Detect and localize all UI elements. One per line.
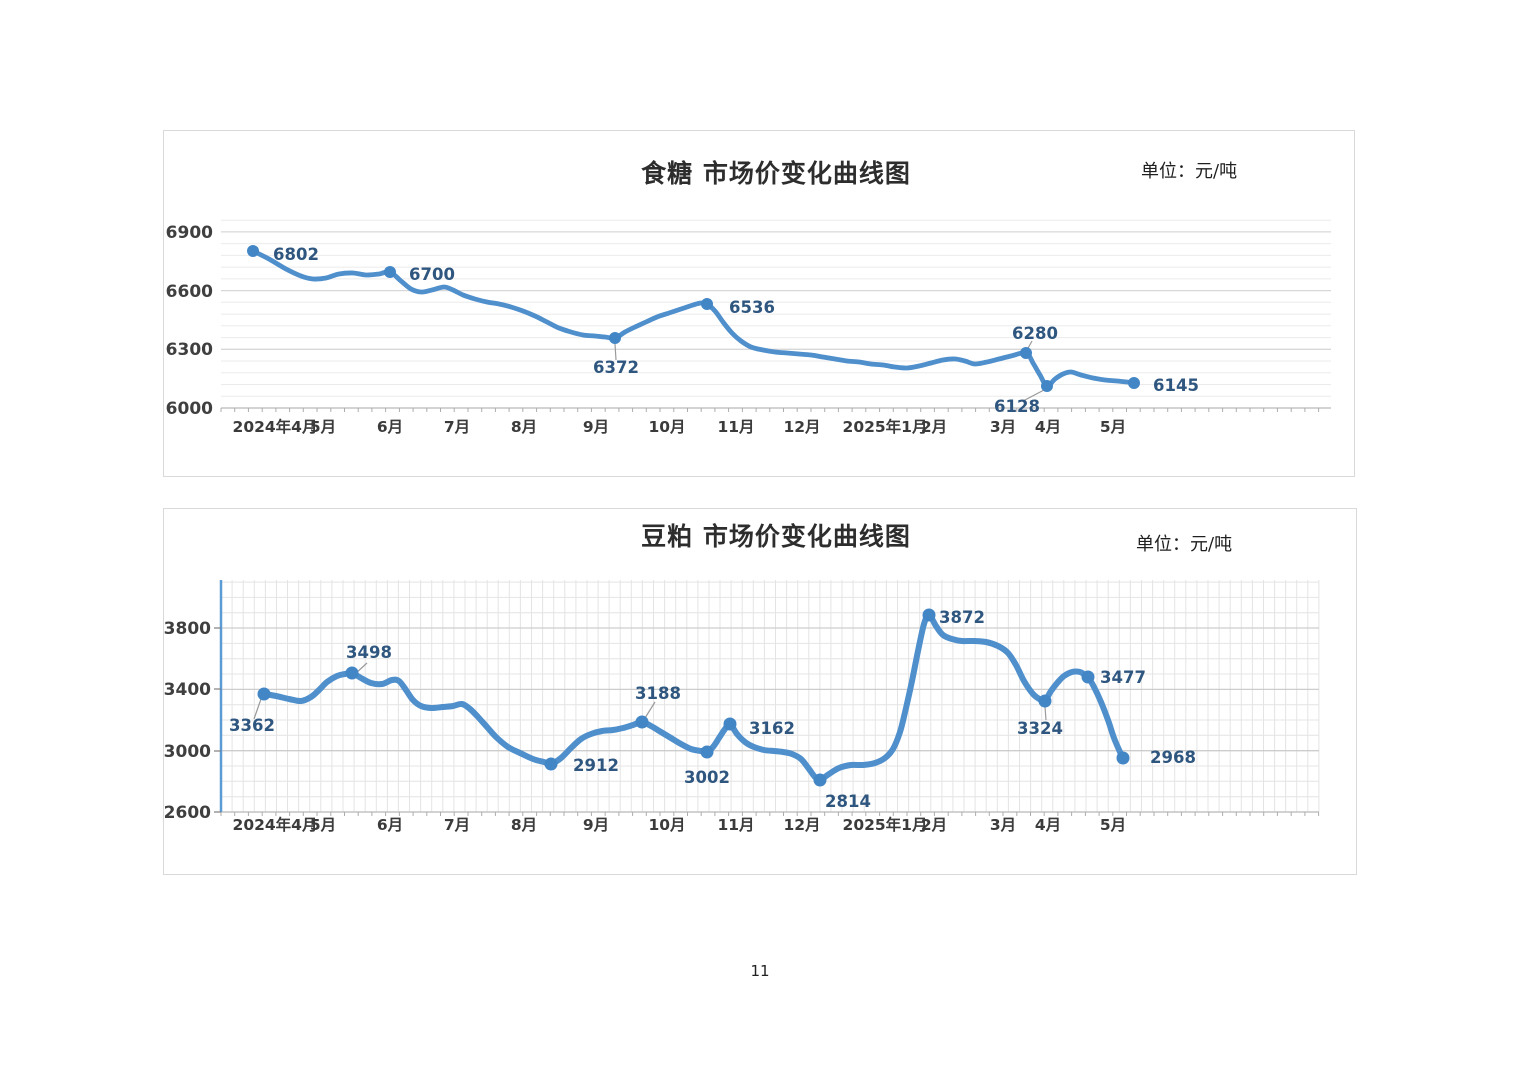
data-point-marker [700,745,714,759]
x-tick-label: 2025年1月 [843,815,928,834]
gridlines [221,219,1331,409]
data-point-label: 6128 [994,397,1040,416]
data-point-marker [1081,670,1095,684]
unit-label: 单位：元/吨 [1141,161,1237,182]
x-tick-label: 2025年1月 [843,417,928,436]
x-tick-label: 2月 [921,816,947,834]
data-point-marker [544,757,558,771]
x-tick-label: 10月 [648,418,685,436]
y-tick-label: 3400 [164,680,211,700]
data-point-label: 3498 [346,643,392,662]
x-tick-label: 8月 [511,418,537,436]
x-tick-label: 2024年4月 [233,815,318,834]
x-tick-label: 5月 [310,418,336,436]
data-point-label: 6802 [273,245,319,264]
data-point-label: 3872 [939,608,985,627]
data-point-marker [345,666,359,680]
x-axis [220,811,1320,816]
x-tick-label: 10月 [648,816,685,834]
chart-title: 食糖 市场价变化曲线图 [641,159,911,188]
x-tick-label: 8月 [511,816,537,834]
data-point-marker [922,608,936,622]
x-tick-label: 5月 [1100,418,1126,436]
sugar-price-chart-frame: 6900 6600 6300 6000 2024年4月 5月 6月 7月 8月 9月 10月 11月 1… [163,130,1355,477]
x-tick-label: 11月 [717,816,754,834]
data-point-marker [723,717,737,731]
x-tick-label: 11月 [717,418,754,436]
y-axis [214,580,223,813]
y-tick-label: 6000 [166,399,213,419]
data-point-marker [1038,694,1052,708]
y-tick-label: 3800 [164,619,211,639]
data-point-label: 3002 [684,768,730,787]
data-point-marker [247,245,259,257]
x-tick-label: 7月 [444,816,470,834]
chart-title: 豆粕 市场价变化曲线图 [641,522,911,551]
unit-label: 单位：元/吨 [1136,534,1232,555]
data-point-label: 6536 [729,298,775,317]
data-point-label: 3162 [749,719,795,738]
x-tick-label: 3月 [990,816,1016,834]
data-point-label: 6700 [409,265,455,284]
page-number: 11 [750,962,770,980]
data-point-label: 3362 [229,716,275,735]
data-point-marker [257,687,271,701]
data-point-marker [384,266,396,278]
x-tick-label: 4月 [1035,816,1061,834]
x-tick-label: 5月 [310,816,336,834]
data-point-marker [813,773,827,787]
x-tick-label: 6月 [377,816,403,834]
x-tick-label: 12月 [783,418,820,436]
x-tick-label: 7月 [444,418,470,436]
x-tick-label: 5月 [1100,816,1126,834]
data-point-marker [1041,380,1053,392]
label-leader-lines [614,340,1045,402]
data-point-label: 3324 [1017,719,1063,738]
y-tick-label: 2600 [164,803,211,823]
soybean-meal-price-chart-frame: 3800 3400 3000 2600 2024年4月 5月 6月 7月 8月 9月 10月 11月 1… [163,508,1357,875]
x-tick-label: 3月 [990,418,1016,436]
data-point-marker [609,332,621,344]
data-point-label: 6145 [1153,376,1199,395]
data-point-marker [1116,751,1130,765]
data-point-label: 6280 [1012,324,1058,343]
x-tick-label: 2024年4月 [233,417,318,436]
data-point-marker [701,298,713,310]
data-point-label: 3188 [635,684,681,703]
data-point-marker [635,715,649,729]
data-point-label: 2912 [573,756,619,775]
x-tick-label: 2月 [921,418,947,436]
data-point-label: 6372 [593,358,639,377]
data-point-label: 2814 [825,792,871,811]
y-tick-label: 6300 [166,340,213,360]
x-tick-label: 4月 [1035,418,1061,436]
series-line [261,612,1126,784]
y-tick-label: 3000 [164,742,211,762]
x-tick-label: 12月 [783,816,820,834]
data-point-label: 3477 [1100,668,1146,687]
data-point-marker [1128,377,1140,389]
y-tick-label: 6600 [166,282,213,302]
x-tick-label: 9月 [583,418,609,436]
y-tick-label: 6900 [166,223,213,243]
data-point-label: 2968 [1150,748,1196,767]
gridlines [220,580,1320,813]
x-axis [220,407,1331,412]
x-tick-label: 9月 [583,816,609,834]
data-point-marker [1020,347,1032,359]
x-tick-label: 6月 [377,418,403,436]
